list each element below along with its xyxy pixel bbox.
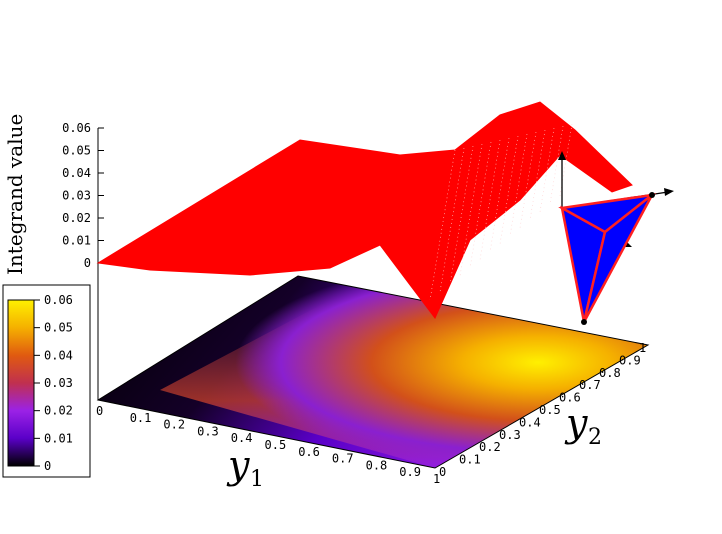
y1-axis-sub: 1 — [250, 467, 264, 492]
colorbar-tick-label: 0.04 — [44, 348, 73, 362]
surface-mesh-line — [439, 147, 465, 293]
integrand-surface — [96, 101, 633, 319]
colorbar-tick-label: 0.06 — [44, 293, 73, 307]
z-tick-label: 0.01 — [62, 234, 91, 248]
y2-tick-labels: 0 0.10.20.30.40.50.60.70.80.91 — [439, 341, 646, 479]
colorbar-tick-labels: 0 0.01 0.02 0.03 0.04 0.05 0.06 — [34, 293, 73, 473]
y2-tick-label: 1 — [639, 341, 646, 355]
y1-tick-label: 0 — [96, 404, 103, 418]
surface-mesh-line — [429, 149, 456, 301]
simplex-inset — [558, 151, 674, 325]
y2-tick-label: 0.8 — [599, 366, 621, 380]
colorbar-tick-label: 0.05 — [44, 321, 73, 335]
y1-tick-label: 0.8 — [366, 458, 388, 472]
inset-vertex-right — [649, 192, 655, 198]
arrow-up-icon — [558, 151, 566, 160]
y2-tick-label: 0.5 — [539, 403, 561, 417]
y1-tick-label: 0.6 — [298, 445, 320, 459]
y2-tick-label: 0.6 — [559, 391, 581, 405]
inset-vertex-bottom — [581, 319, 587, 325]
colorbar-tick-label: 0 — [44, 459, 51, 473]
surface-body — [96, 101, 633, 319]
y1-tick-label: 0.2 — [163, 418, 185, 432]
y1-tick-label: 0.5 — [265, 438, 287, 452]
arrow-right-icon — [664, 188, 674, 196]
heatmap-hot-region — [98, 276, 648, 468]
y2-axis-label: y 2 — [564, 401, 602, 450]
y1-tick-label: 0.1 — [130, 411, 152, 425]
z-tick-labels: 0 0.01 0.02 0.03 0.04 0.05 0.06 — [62, 121, 104, 270]
heatmap-outline — [96, 275, 650, 469]
colorbar-tick-label: 0.03 — [44, 376, 73, 390]
z-tick-label: 0.05 — [62, 144, 91, 158]
y2-tick-label: 0.4 — [519, 415, 541, 429]
colorbar: 0 0.01 0.02 0.03 0.04 0.05 0.06 — [2, 284, 91, 478]
y2-axis-var: y — [564, 401, 588, 445]
surface-mesh-line — [519, 131, 537, 229]
y2-tick-label: 0.9 — [619, 353, 641, 367]
y1-tick-label: 0.9 — [399, 465, 421, 479]
y1-tick-label: 0.4 — [231, 431, 253, 445]
y1-tick-labels: 0 0.1 0.2 0.3 0.4 0.5 0.6 0.7 0.8 0.9 1 — [96, 404, 440, 486]
y1-axis-label: y 1 — [226, 443, 264, 492]
z-tick-label: 0.06 — [62, 121, 91, 135]
heatmap-floor — [96, 275, 650, 469]
y1-tick-label: 1 — [433, 472, 440, 486]
surface-mesh-line — [529, 129, 546, 221]
y2-axis-sub: 2 — [588, 425, 602, 450]
surface-mesh-line — [489, 137, 510, 253]
z-axis-label: Integrand value — [3, 114, 27, 275]
surface-mesh-line — [479, 139, 501, 261]
z-tick-label: 0 — [84, 256, 91, 270]
y2-tick-label: 0.1 — [459, 453, 481, 467]
colorbar-tick-label: 0.02 — [44, 404, 73, 418]
colorbar-tick-label: 0.01 — [44, 431, 73, 445]
y1-tick-label: 0.7 — [332, 452, 354, 466]
y2-tick-label: 0 — [439, 465, 446, 479]
y1-axis-var: y — [226, 443, 250, 487]
z-tick-label: 0.03 — [62, 189, 91, 203]
surface-mesh-line — [449, 145, 474, 285]
y1-tick-label: 0.3 — [197, 424, 219, 438]
z-tick-label: 0.04 — [62, 166, 91, 180]
y2-tick-label: 0.7 — [579, 378, 601, 392]
inset-triangle-side — [582, 194, 654, 323]
y2-tick-label: 0.2 — [479, 440, 501, 454]
z-tick-label: 0.02 — [62, 211, 91, 225]
colorbar-strip — [7, 299, 35, 467]
y2-tick-label: 0.3 — [499, 428, 521, 442]
